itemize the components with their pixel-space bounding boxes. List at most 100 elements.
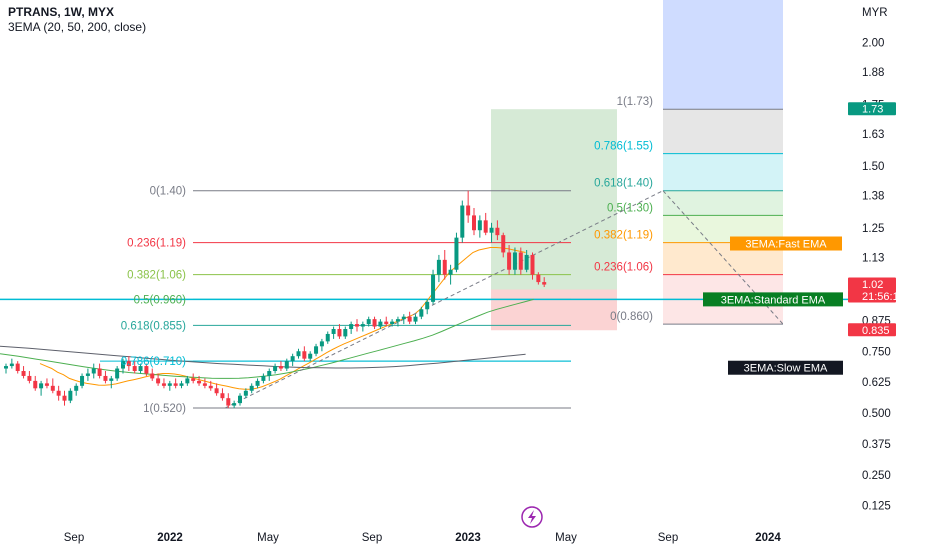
y-tick-label: 1.25 bbox=[862, 223, 884, 235]
candle-body bbox=[413, 316, 418, 322]
candle-body bbox=[185, 378, 190, 384]
fib-left-label: 0(1.40) bbox=[150, 186, 187, 198]
candle-body bbox=[68, 390, 73, 401]
price-tag-bg bbox=[848, 323, 896, 337]
candle-body bbox=[401, 316, 406, 320]
ema-tag-bg bbox=[703, 292, 843, 307]
x-tick-label: Sep bbox=[362, 532, 382, 544]
y-tick-label: 1.88 bbox=[862, 67, 884, 79]
price-tag-label: 1.02 bbox=[862, 279, 883, 291]
candle-body bbox=[121, 361, 125, 369]
ema-standard-line bbox=[0, 298, 534, 379]
candle-body bbox=[431, 274, 436, 302]
candle-body bbox=[308, 353, 313, 359]
candle-body bbox=[390, 321, 395, 325]
candles-layer bbox=[4, 190, 547, 409]
candle-body bbox=[238, 395, 242, 404]
fill-layer bbox=[491, 0, 783, 331]
candle-body bbox=[4, 366, 8, 369]
candle-body bbox=[407, 316, 412, 322]
candle-body bbox=[208, 385, 213, 389]
candle-body bbox=[243, 390, 248, 396]
fib-left-label: 0.236(1.19) bbox=[127, 238, 186, 250]
candle-body bbox=[138, 366, 143, 372]
candle-body bbox=[15, 363, 20, 372]
replay-icon[interactable] bbox=[521, 506, 543, 528]
y-tick-label: 1.38 bbox=[862, 191, 884, 203]
y-tick-label: 0.500 bbox=[862, 408, 891, 420]
candle-body bbox=[542, 282, 547, 285]
fib-right-label: 0(0.860) bbox=[610, 311, 653, 323]
candle-body bbox=[226, 398, 231, 406]
candle-body bbox=[115, 368, 120, 379]
candle-body bbox=[448, 269, 453, 275]
fib-right-label: 0.5(1.30) bbox=[607, 202, 653, 214]
indicator-legend[interactable]: 3EMA (20, 50, 200, close) bbox=[8, 20, 147, 34]
ema-tag-label: 3EMA:Standard EMA bbox=[721, 294, 826, 306]
candle-body bbox=[536, 274, 541, 283]
price-tag-label: 21:56:18 bbox=[862, 291, 905, 303]
text-layer: 0(1.40) 0.236(1.19) 0.382(1.06) 0.5(0.960) 0… bbox=[121, 96, 653, 415]
candle-body bbox=[220, 393, 225, 399]
fib-left-label: 0.5(0.960) bbox=[134, 294, 187, 306]
candle-body bbox=[9, 363, 14, 367]
position-profit-zone bbox=[491, 109, 617, 290]
candle-body bbox=[109, 378, 114, 381]
candle-body bbox=[337, 329, 342, 337]
candle-body bbox=[290, 356, 295, 362]
candle-body bbox=[296, 351, 301, 357]
candle-body bbox=[161, 383, 166, 386]
candle-body bbox=[80, 375, 85, 386]
candle-body bbox=[39, 383, 44, 389]
candle-body bbox=[302, 351, 307, 359]
candle-body bbox=[425, 301, 430, 310]
price-tag-label: 1.73 bbox=[862, 104, 883, 116]
ema-tag-bg bbox=[730, 236, 842, 251]
candle-body bbox=[267, 371, 272, 376]
candle-body bbox=[349, 324, 354, 330]
y-tick-label: 0.750 bbox=[862, 346, 891, 358]
candle-body bbox=[395, 319, 400, 322]
y-tick-label: 1.63 bbox=[862, 129, 884, 141]
candle-body bbox=[507, 252, 512, 270]
candle-body bbox=[249, 385, 254, 391]
fib-right-top-band bbox=[663, 0, 783, 110]
candle-body bbox=[314, 346, 319, 354]
symbol-title[interactable]: PTRANS, 1W, MYX bbox=[8, 5, 115, 19]
y-tick-label: 0.250 bbox=[862, 470, 891, 482]
candle-body bbox=[33, 380, 38, 389]
candle-body bbox=[454, 237, 459, 270]
candle-body bbox=[518, 252, 523, 270]
currency-label: MYR bbox=[862, 7, 888, 19]
candle-body bbox=[460, 205, 465, 238]
candle-body bbox=[331, 329, 336, 334]
x-tick-label: May bbox=[555, 532, 577, 544]
candle-body bbox=[378, 321, 383, 327]
price-tag-bg bbox=[848, 102, 896, 116]
price-axis[interactable]: MYR2.001.881.751.631.501.381.251.131.000… bbox=[862, 7, 891, 513]
candle-body bbox=[173, 383, 178, 386]
candle-body bbox=[214, 388, 219, 394]
x-tick-label: 2024 bbox=[755, 532, 781, 544]
candle-body bbox=[466, 205, 471, 216]
candle-body bbox=[273, 366, 278, 372]
candle-body bbox=[91, 368, 96, 374]
candle-body bbox=[50, 385, 55, 391]
candle-body bbox=[366, 319, 371, 325]
candle-body bbox=[325, 333, 330, 342]
ema-tag-label: 3EMA:Fast EMA bbox=[745, 239, 827, 251]
candle-body bbox=[343, 329, 348, 337]
fib-left-label: 1(0.520) bbox=[143, 403, 186, 415]
y-tick-label: 2.00 bbox=[862, 38, 884, 50]
time-axis[interactable]: Sep 2022 May Sep 2023 May Sep 2024 bbox=[64, 532, 782, 544]
candle-body bbox=[489, 227, 494, 233]
candle-body bbox=[530, 254, 535, 275]
candle-body bbox=[191, 378, 196, 381]
fib-right-band bbox=[663, 109, 783, 154]
ema-tag-bg bbox=[728, 360, 843, 375]
candle-body bbox=[477, 220, 482, 231]
candle-body bbox=[56, 390, 61, 396]
chart-header: PTRANS, 1W, MYX 3EMA (20, 50, 200, close… bbox=[8, 5, 146, 35]
